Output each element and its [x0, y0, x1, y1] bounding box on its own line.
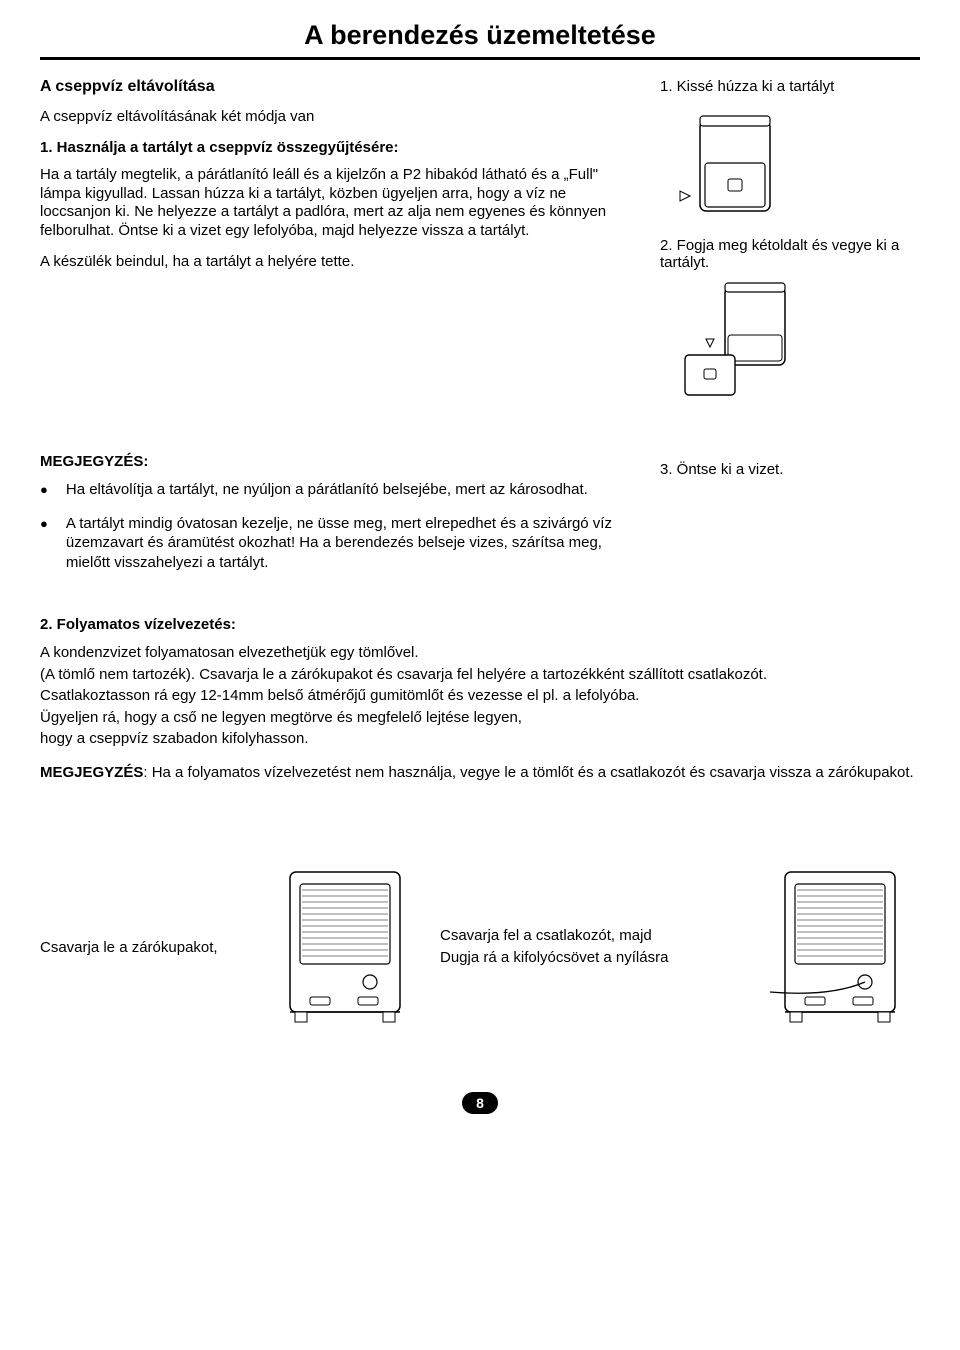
notes-heading: MEGJEGYZÉS: — [40, 453, 640, 470]
notes-two-column: MEGJEGYZÉS: Ha eltávolítja a tartályt, n… — [40, 423, 920, 586]
method2-body: A kondenzvizet folyamatosan elvezethetjü… — [40, 643, 920, 749]
figure-back-unit-2 — [760, 862, 920, 1032]
note-text: Ha eltávolítja a tartályt, ne nyúljon a … — [66, 480, 588, 500]
method2-heading: 2. Folyamatos vízelvezetés: — [40, 616, 920, 633]
bottom-left-label: Csavarja le a zárókupakot, — [40, 939, 250, 956]
page-number-badge: 8 — [462, 1092, 498, 1114]
method2-line: hogy a cseppvíz szabadon kifolyhasson. — [40, 729, 920, 749]
bottom-mid-line2: Dugja rá a kifolyócsövet a nyílásra — [440, 947, 740, 970]
bottom-figure-row: Csavarja le a zárókupakot, Csavarja fel … — [40, 862, 920, 1032]
note2-bold: MEGJEGYZÉS — [40, 764, 143, 781]
title-rule — [40, 57, 920, 60]
method2-note: MEGJEGYZÉS: Ha a folyamatos vízelvezetés… — [40, 763, 920, 783]
notes-list: Ha eltávolítja a tartályt, ne nyúljon a … — [40, 480, 640, 572]
note-text: A tartályt mindig óvatosan kezelje, ne ü… — [66, 514, 640, 573]
page-title: A berendezés üzemeltetése — [40, 20, 920, 51]
bottom-mid-label: Csavarja fel a csatlakozót, majd Dugja r… — [440, 925, 740, 970]
method1-restart: A készülék beindul, ha a tartályt a hely… — [40, 253, 640, 272]
left-column: A cseppvíz eltávolítása A cseppvíz eltáv… — [40, 78, 640, 423]
figure-back-unit-1 — [270, 862, 420, 1032]
subtitle: A cseppvíz eltávolítása — [40, 78, 640, 96]
fig3-caption: 3. Öntse ki a vizet. — [660, 461, 920, 478]
method2-line: (A tömlő nem tartozék). Csavarja le a zá… — [40, 665, 920, 685]
method1-body: Ha a tartály megtelik, a párátlanító leá… — [40, 166, 640, 241]
right-column: 1. Kissé húzza ki a tartályt 2. Fogja me… — [660, 78, 920, 423]
method2-line: A kondenzvizet folyamatosan elvezethetjü… — [40, 643, 920, 663]
note-item: A tartályt mindig óvatosan kezelje, ne ü… — [40, 514, 640, 573]
method2-line: Csatlakoztasson rá egy 12-14mm belső átm… — [40, 686, 920, 706]
bottom-mid-line1: Csavarja fel a csatlakozót, majd — [440, 925, 740, 948]
notes-right: 3. Öntse ki a vizet. — [660, 423, 920, 586]
figure-2-illustration — [660, 277, 810, 407]
note-item: Ha eltávolítja a tartályt, ne nyúljon a … — [40, 480, 640, 500]
intro-text: A cseppvíz eltávolításának két módja van — [40, 108, 640, 127]
method1-heading: 1. Használja a tartályt a cseppvíz össze… — [40, 139, 640, 156]
fig2-caption: 2. Fogja meg kétoldalt és vegye ki a tar… — [660, 237, 920, 271]
notes-left: MEGJEGYZÉS: Ha eltávolítja a tartályt, n… — [40, 423, 640, 586]
figure-1-illustration — [660, 101, 800, 221]
top-two-column: A cseppvíz eltávolítása A cseppvíz eltáv… — [40, 78, 920, 423]
fig1-caption: 1. Kissé húzza ki a tartályt — [660, 78, 920, 95]
note2-text: : Ha a folyamatos vízelvezetést nem hasz… — [143, 764, 913, 781]
method2-line: Ügyeljen rá, hogy a cső ne legyen megtör… — [40, 708, 920, 728]
